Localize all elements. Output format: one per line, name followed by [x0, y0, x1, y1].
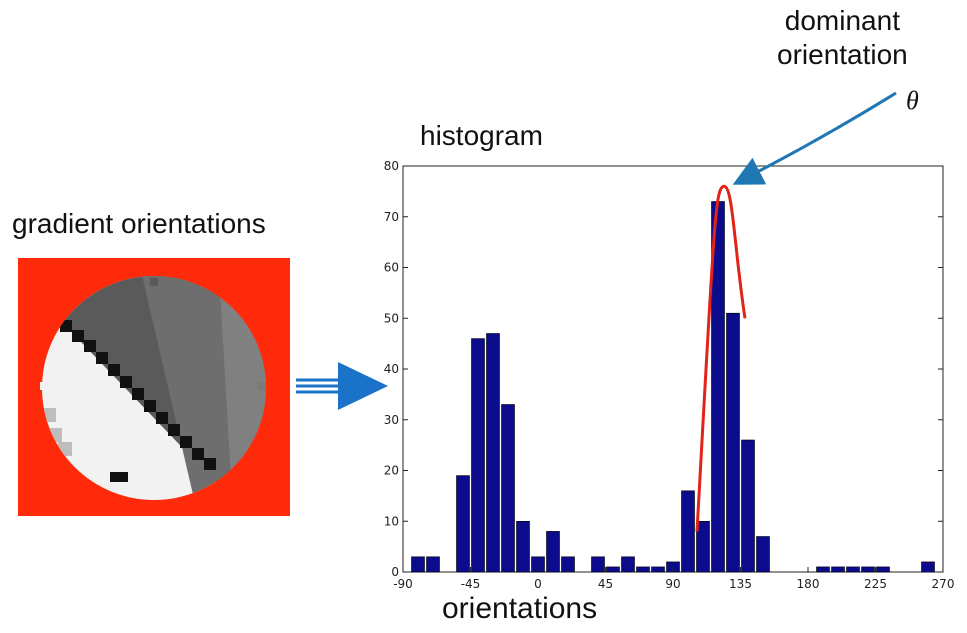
flow-arrow-icon: [296, 362, 388, 410]
histogram-bar: [516, 520, 530, 573]
y-tick-label: 30: [384, 413, 399, 427]
y-tick-label: 80: [384, 159, 399, 173]
y-tick-label: 60: [384, 261, 399, 275]
x-ticks: -90 -45 0 45 90 135 180 225 270: [393, 567, 954, 591]
histogram-bar: [921, 561, 935, 573]
histogram-bar: [606, 566, 620, 573]
histogram-bar: [546, 531, 560, 573]
histogram-bar: [756, 536, 770, 573]
y-tick-label: 20: [384, 464, 399, 478]
histogram-bar: [636, 566, 650, 573]
histogram-bar: [471, 338, 485, 573]
histogram-bar: [651, 566, 665, 573]
x-tick-label: 45: [598, 577, 613, 591]
histogram-bar: [486, 333, 500, 573]
histogram-title: histogram: [420, 120, 543, 151]
peak-fit-curve: [695, 184, 747, 532]
x-tick-label: -90: [393, 577, 413, 591]
y-tick-label: 0: [391, 565, 399, 579]
x-tick-label: 225: [864, 577, 887, 591]
x-tick-label: 0: [534, 577, 542, 591]
x-tick-label: -45: [461, 577, 481, 591]
histogram-bar: [501, 404, 515, 573]
y-tick-label: 70: [384, 210, 399, 224]
y-tick-label: 40: [384, 362, 399, 376]
histogram-bar: [861, 566, 875, 573]
theta-symbol: θ: [906, 86, 919, 115]
histogram-bar: [591, 556, 605, 573]
dominant-pointer-arrow: [732, 91, 897, 185]
histogram-bar: [621, 556, 635, 573]
histogram-bar: [876, 566, 890, 573]
histogram-bar: [426, 556, 440, 573]
x-tick-label: 180: [797, 577, 820, 591]
x-tick-label: 135: [729, 577, 752, 591]
y-tick-label: 50: [384, 311, 399, 325]
x-tick-label: 90: [665, 577, 680, 591]
histogram-bar: [411, 556, 425, 573]
histogram-bar: [816, 566, 830, 573]
dominant-line-2: orientation: [777, 39, 908, 70]
bars-group: [411, 201, 935, 573]
dominant-orientation-label: dominant orientation: [777, 4, 908, 72]
histogram-bar: [561, 556, 575, 573]
y-tick-label: 10: [384, 514, 399, 528]
histogram-bar: [831, 566, 845, 573]
gradient-orientations-label: gradient orientations: [12, 208, 266, 239]
histogram-bar: [726, 312, 740, 573]
histogram-bar: [846, 566, 860, 573]
x-axis-label: orientations: [442, 592, 598, 625]
orientation-disc: [42, 276, 266, 500]
histogram-bar: [681, 490, 695, 573]
histogram-bar: [741, 439, 755, 573]
dominant-line-1: dominant: [784, 5, 900, 36]
histogram-bar: [456, 475, 470, 573]
x-tick-label: 270: [932, 577, 955, 591]
y-ticks: 0 10 20 30 40 50 60 70 80: [384, 159, 943, 579]
gradient-orientation-patch: [18, 258, 290, 516]
histogram-bar: [696, 520, 710, 573]
